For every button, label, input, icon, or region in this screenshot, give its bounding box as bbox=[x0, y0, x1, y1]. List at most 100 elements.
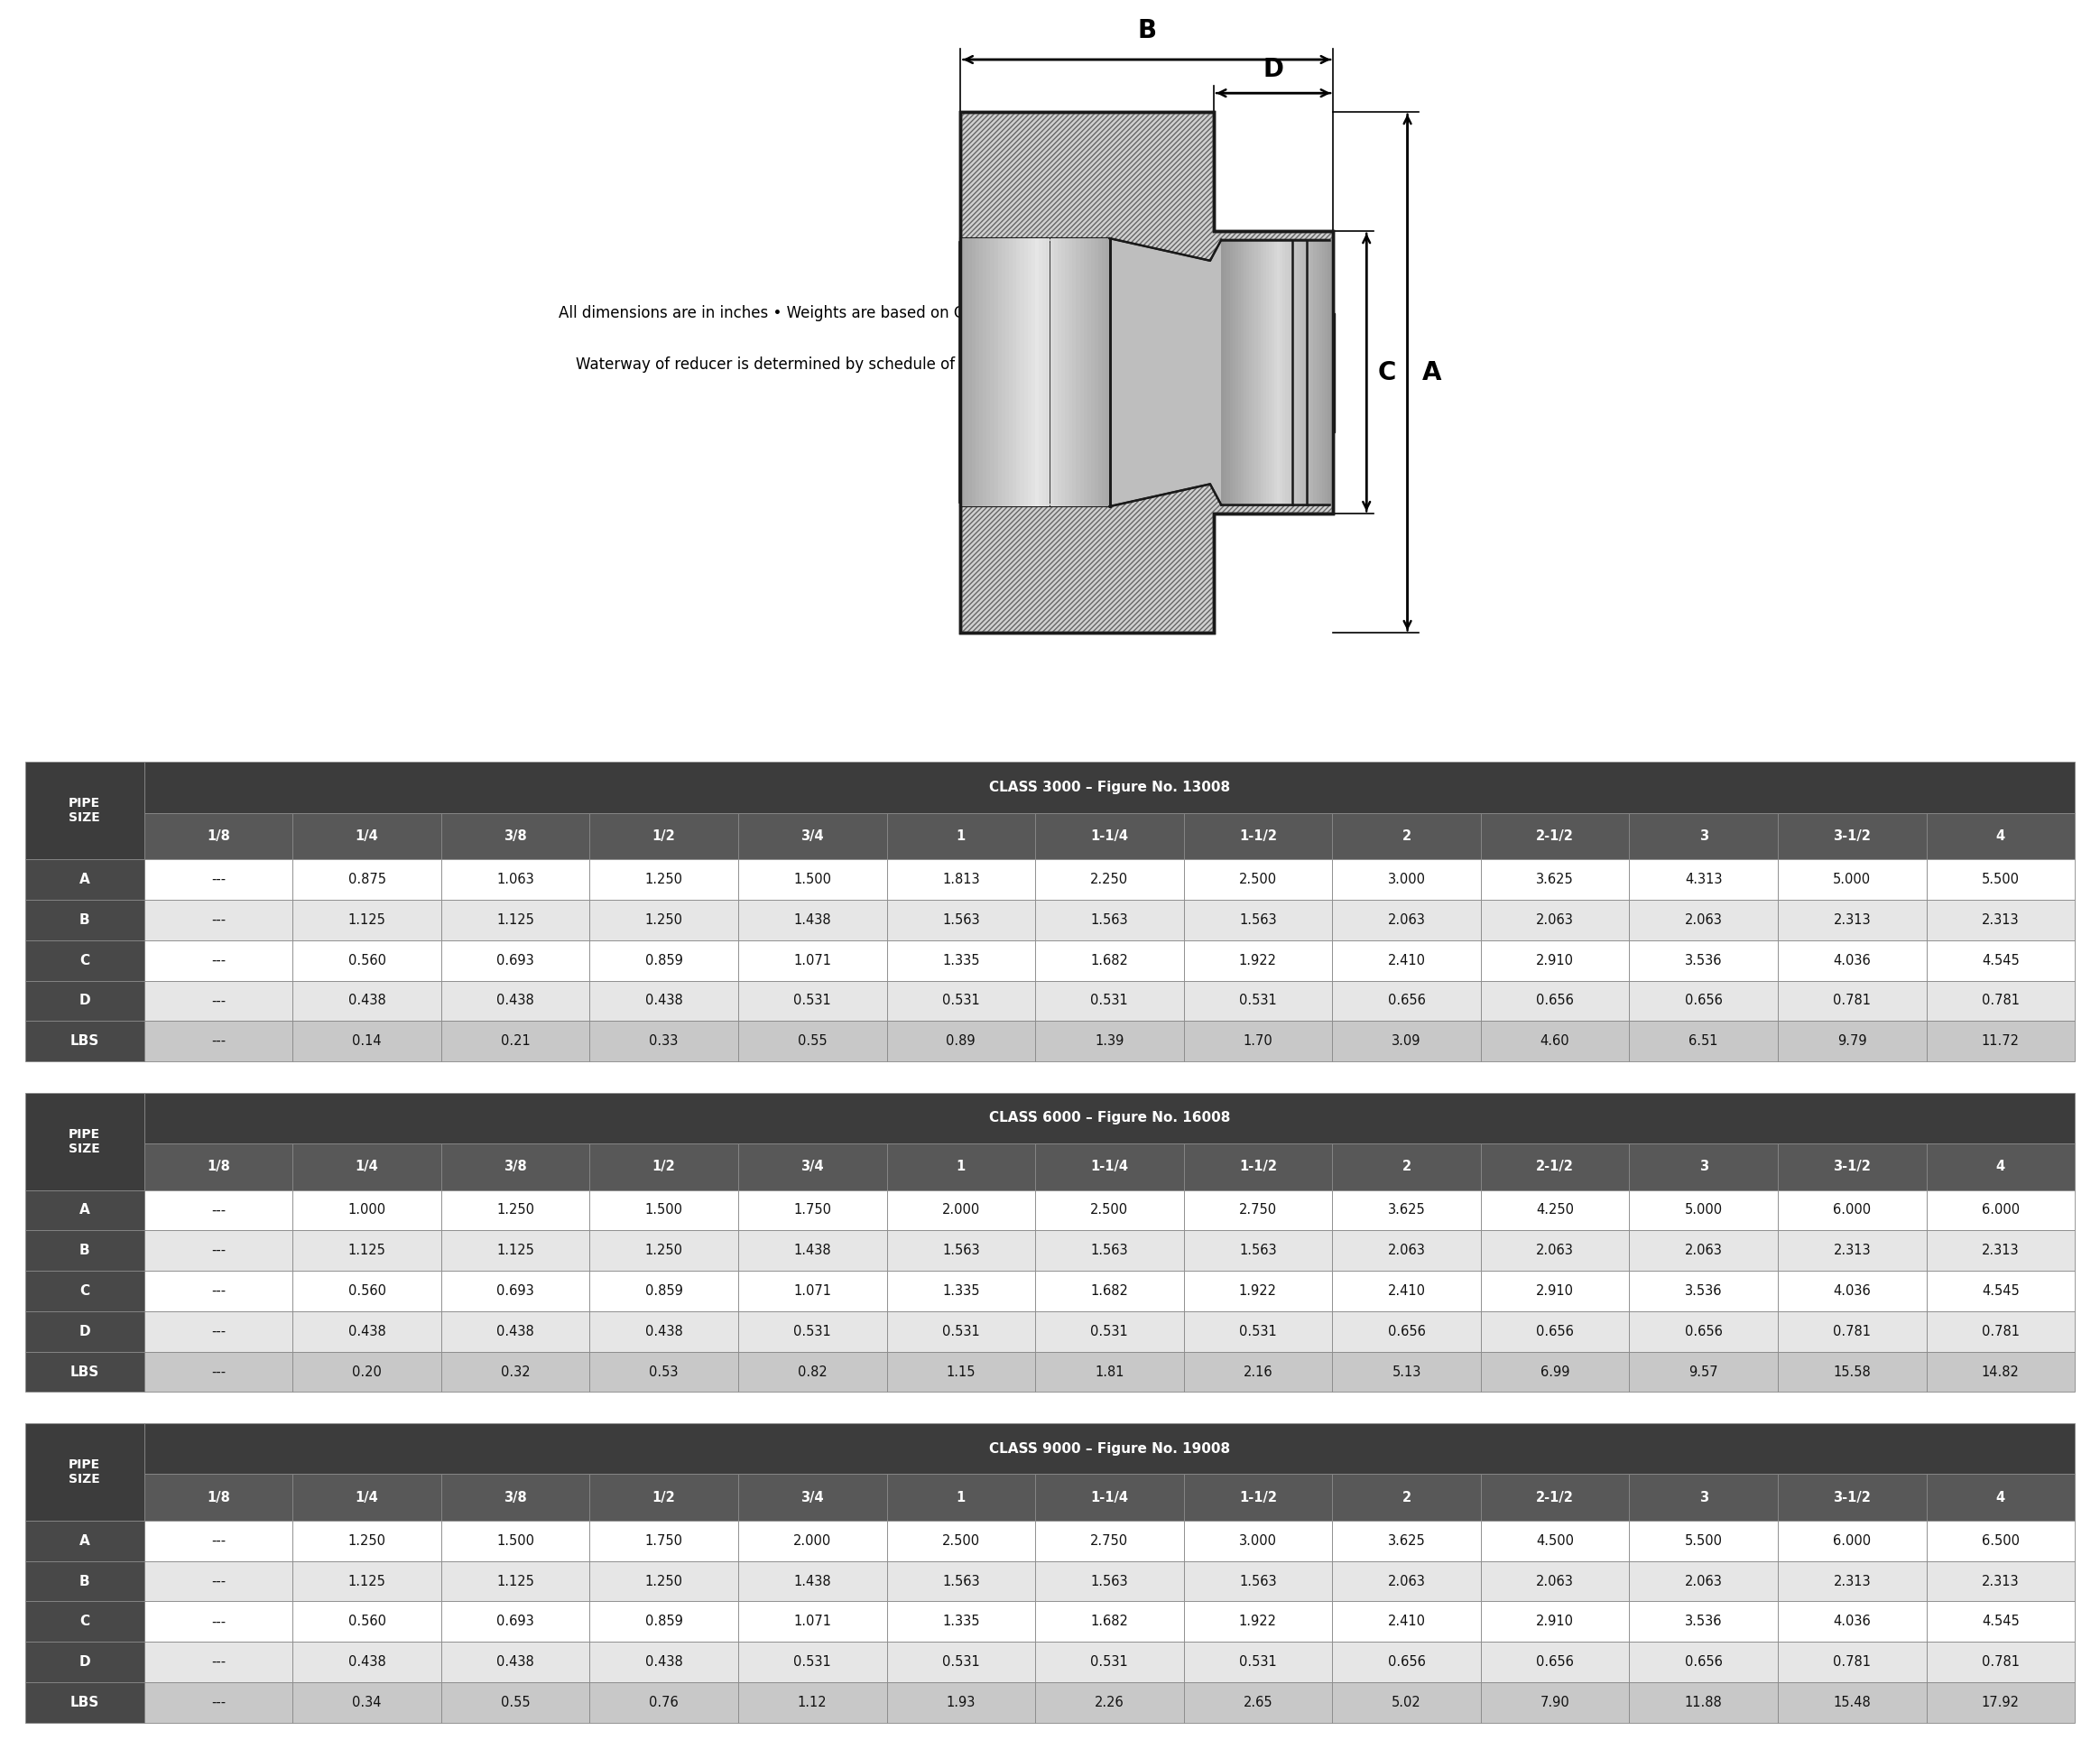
Bar bbox=[1184, 1683, 1331, 1723]
Bar bbox=[737, 813, 886, 860]
Text: 2.250: 2.250 bbox=[1090, 873, 1128, 886]
Text: 6.000: 6.000 bbox=[1833, 1535, 1871, 1547]
Bar bbox=[1630, 940, 1779, 981]
Bar bbox=[1331, 813, 1480, 860]
Text: 3-1/2: 3-1/2 bbox=[1833, 1161, 1871, 1173]
Bar bbox=[25, 1683, 145, 1723]
Text: 1/8: 1/8 bbox=[206, 830, 231, 842]
Bar bbox=[1331, 1474, 1480, 1521]
Bar bbox=[441, 1312, 590, 1352]
Bar bbox=[964, 238, 968, 506]
Bar bbox=[737, 860, 886, 900]
Text: 1.563: 1.563 bbox=[943, 914, 981, 927]
Bar bbox=[292, 1352, 441, 1392]
Text: B: B bbox=[80, 1244, 90, 1258]
Bar bbox=[590, 900, 737, 940]
Bar bbox=[1233, 240, 1235, 505]
Bar bbox=[1779, 1230, 1926, 1270]
Bar bbox=[886, 1021, 1035, 1061]
Text: 0.53: 0.53 bbox=[649, 1364, 678, 1378]
Bar bbox=[292, 1190, 441, 1230]
Bar bbox=[441, 1643, 590, 1683]
Bar bbox=[145, 1093, 2075, 1143]
Bar bbox=[1480, 1474, 1630, 1521]
Bar bbox=[145, 981, 292, 1021]
Text: 4.036: 4.036 bbox=[1833, 1284, 1871, 1298]
Bar bbox=[960, 238, 964, 506]
Text: 1.250: 1.250 bbox=[645, 873, 683, 886]
Text: 1.922: 1.922 bbox=[1239, 1284, 1277, 1298]
Text: 2.410: 2.410 bbox=[1388, 1615, 1426, 1629]
Text: 4.545: 4.545 bbox=[1982, 954, 2020, 967]
Bar bbox=[1035, 1021, 1184, 1061]
Text: 5.500: 5.500 bbox=[1982, 873, 2020, 886]
Text: 0.438: 0.438 bbox=[645, 994, 683, 1007]
Bar bbox=[1480, 1643, 1630, 1683]
Text: 1.12: 1.12 bbox=[798, 1695, 827, 1709]
Text: 2.063: 2.063 bbox=[1535, 914, 1573, 927]
Bar bbox=[1184, 1352, 1331, 1392]
Bar bbox=[886, 1270, 1035, 1312]
Bar bbox=[960, 238, 1109, 506]
Bar bbox=[441, 981, 590, 1021]
Text: 0.32: 0.32 bbox=[500, 1364, 529, 1378]
Bar bbox=[441, 1143, 590, 1190]
Bar bbox=[145, 900, 292, 940]
Bar bbox=[590, 981, 737, 1021]
Text: 4.313: 4.313 bbox=[1684, 873, 1722, 886]
Bar bbox=[145, 1683, 292, 1723]
Bar bbox=[1102, 238, 1107, 506]
Bar bbox=[1480, 1521, 1630, 1561]
Bar bbox=[737, 1601, 886, 1643]
Bar bbox=[1630, 1683, 1779, 1723]
Text: 1.250: 1.250 bbox=[349, 1535, 386, 1547]
Text: 3/4: 3/4 bbox=[800, 1161, 823, 1173]
Text: 2.000: 2.000 bbox=[943, 1204, 981, 1216]
Text: 4.60: 4.60 bbox=[1539, 1034, 1569, 1047]
Text: 4.500: 4.500 bbox=[1535, 1535, 1573, 1547]
Bar bbox=[1268, 240, 1270, 505]
Bar bbox=[1926, 1021, 2075, 1061]
Text: 0.560: 0.560 bbox=[349, 1615, 386, 1629]
Bar bbox=[886, 1230, 1035, 1270]
Bar bbox=[1241, 240, 1243, 505]
Bar bbox=[1222, 240, 1224, 505]
Bar bbox=[1779, 1270, 1926, 1312]
Text: 1.125: 1.125 bbox=[496, 1575, 533, 1589]
Bar bbox=[1630, 813, 1779, 860]
Bar bbox=[1630, 1474, 1779, 1521]
Text: 2: 2 bbox=[1403, 830, 1411, 842]
Text: 1/2: 1/2 bbox=[653, 1491, 676, 1503]
Bar bbox=[590, 1521, 737, 1561]
Bar bbox=[1270, 240, 1275, 505]
Bar bbox=[292, 940, 441, 981]
Bar bbox=[1331, 900, 1480, 940]
Text: ---: --- bbox=[212, 1324, 225, 1338]
Bar bbox=[1266, 240, 1268, 505]
Bar bbox=[1331, 1312, 1480, 1352]
Text: B: B bbox=[80, 914, 90, 927]
Text: 0.89: 0.89 bbox=[947, 1034, 976, 1047]
Bar bbox=[1926, 900, 2075, 940]
Bar bbox=[1779, 1143, 1926, 1190]
Text: 0.531: 0.531 bbox=[1239, 1655, 1277, 1669]
Text: 0.693: 0.693 bbox=[496, 1284, 533, 1298]
Text: 0.55: 0.55 bbox=[798, 1034, 827, 1047]
Bar bbox=[1331, 1021, 1480, 1061]
Bar bbox=[25, 940, 145, 981]
Text: 0.781: 0.781 bbox=[1833, 994, 1871, 1007]
Bar bbox=[1331, 1270, 1480, 1312]
Bar bbox=[1331, 1352, 1480, 1392]
Text: 6.99: 6.99 bbox=[1539, 1364, 1569, 1378]
Text: 0.438: 0.438 bbox=[349, 1324, 386, 1338]
Text: 1-1/2: 1-1/2 bbox=[1239, 1161, 1277, 1173]
Text: 2.65: 2.65 bbox=[1243, 1695, 1273, 1709]
Bar bbox=[976, 238, 979, 506]
Bar bbox=[1054, 238, 1058, 506]
Text: 3.625: 3.625 bbox=[1388, 1535, 1426, 1547]
Text: 1/8: 1/8 bbox=[206, 1161, 231, 1173]
Bar bbox=[737, 940, 886, 981]
Bar bbox=[886, 1561, 1035, 1601]
Bar bbox=[1480, 1312, 1630, 1352]
Bar bbox=[1184, 1643, 1331, 1683]
